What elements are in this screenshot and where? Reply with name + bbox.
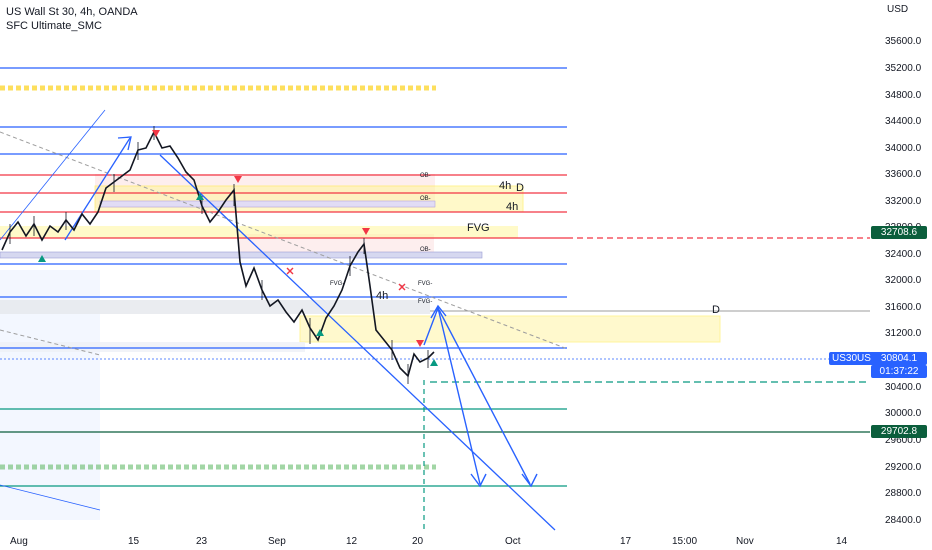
projection-arrow-3 [430,304,447,319]
price-axis-tick: 32000.0 [885,275,922,286]
blue-trendline-left [0,484,101,511]
price-axis-tick: 31200.0 [885,328,922,339]
label-4h-a: 4h [499,180,511,192]
time-axis-tick: Oct [505,536,521,547]
price-axis-tick: 35200.0 [885,63,922,74]
current-price-tag: 30804.1 [871,352,927,365]
projection-path-2 [437,307,531,485]
indicator-name[interactable]: SFC Ultimate_SMC [6,20,102,32]
label-ob-2: OB- [420,196,431,202]
price-axis-tick: 30000.0 [885,408,922,419]
blue-trendline-down [159,154,556,531]
x-markers [286,267,406,291]
grey-zone-2 [0,251,483,259]
price-axis-tick: 34400.0 [885,116,922,127]
label-d-b: D [712,304,720,316]
currency-label: USD [887,4,909,15]
level-tag-29702: 29702.8 [871,425,927,438]
label-ob-3: OB- [420,247,431,253]
price-axis-tick: 32400.0 [885,249,922,260]
price-axis-tick: 28400.0 [885,515,922,526]
symbol-tag[interactable]: US30USD [829,352,882,365]
price-axis-tick: 35600.0 [885,36,922,47]
label-ob-1: OB- [420,173,431,179]
yellow-zone-low [299,315,721,343]
grey-zone-1 [0,300,430,314]
blue-arrow-up [64,137,131,241]
countdown-tag: 01:37:22 [871,365,927,378]
time-axis-tick: Nov [736,536,754,547]
price-axis-tick: 33600.0 [885,169,922,180]
sell-markers [152,130,424,347]
buy-markers [38,193,438,366]
label-fvg-3: FVG- [330,281,344,287]
grey-zone-3 [0,342,305,352]
time-axis-tick: Sep [268,536,286,547]
time-axis[interactable]: Aug 15 23 Sep 12 20 Oct 17 15:00 Nov 14 [10,536,848,547]
yellow-zone-top [94,185,524,213]
price-axis-tick: 31600.0 [885,302,922,313]
price-axis-tick: 28800.0 [885,488,922,499]
label-fvg-2: FVG- [418,299,432,305]
time-axis-tick: 17 [620,536,632,547]
price-axis-tick: 29200.0 [885,462,922,473]
label-4h-b: 4h [506,201,518,213]
time-axis-tick: Aug [10,536,28,547]
chart-title[interactable]: US Wall St 30, 4h, OANDA [6,6,138,18]
price-axis-tick: 33200.0 [885,196,922,207]
time-axis-tick: 14 [836,536,848,547]
projection-arrow-1 [470,473,487,488]
label-d-a: D [516,182,524,194]
yellow-zone-mid [0,226,518,238]
time-axis-tick: 12 [346,536,358,547]
price-axis-tick: 34800.0 [885,90,922,101]
price-axis[interactable]: 35600.0 35200.0 34800.0 34400.0 34000.0 33600… [885,36,922,526]
grey-dashed-trend-2 [0,329,101,356]
time-axis-tick: 15 [128,536,140,547]
blue-arrow-up-head [117,136,132,151]
time-axis-tick: 15:00 [672,536,697,547]
label-4h-c: 4h [376,290,388,302]
label-fvg-1: FVG- [418,281,432,287]
label-fvg: FVG [467,222,490,234]
grey-dashed-trend [0,131,566,349]
projection-arrow-2 [521,473,538,488]
time-axis-tick: 20 [412,536,424,547]
price-axis-tick: 29600.0 [885,435,922,446]
price-series[interactable] [1,130,435,378]
time-axis-tick: 23 [196,536,208,547]
lavender-zone [99,200,436,208]
blue-trendline-upper-left [0,109,106,241]
price-axis-tick: 30400.0 [885,382,922,393]
price-axis-tick: 34000.0 [885,143,922,154]
level-tag-32708: 32708.6 [871,226,927,239]
